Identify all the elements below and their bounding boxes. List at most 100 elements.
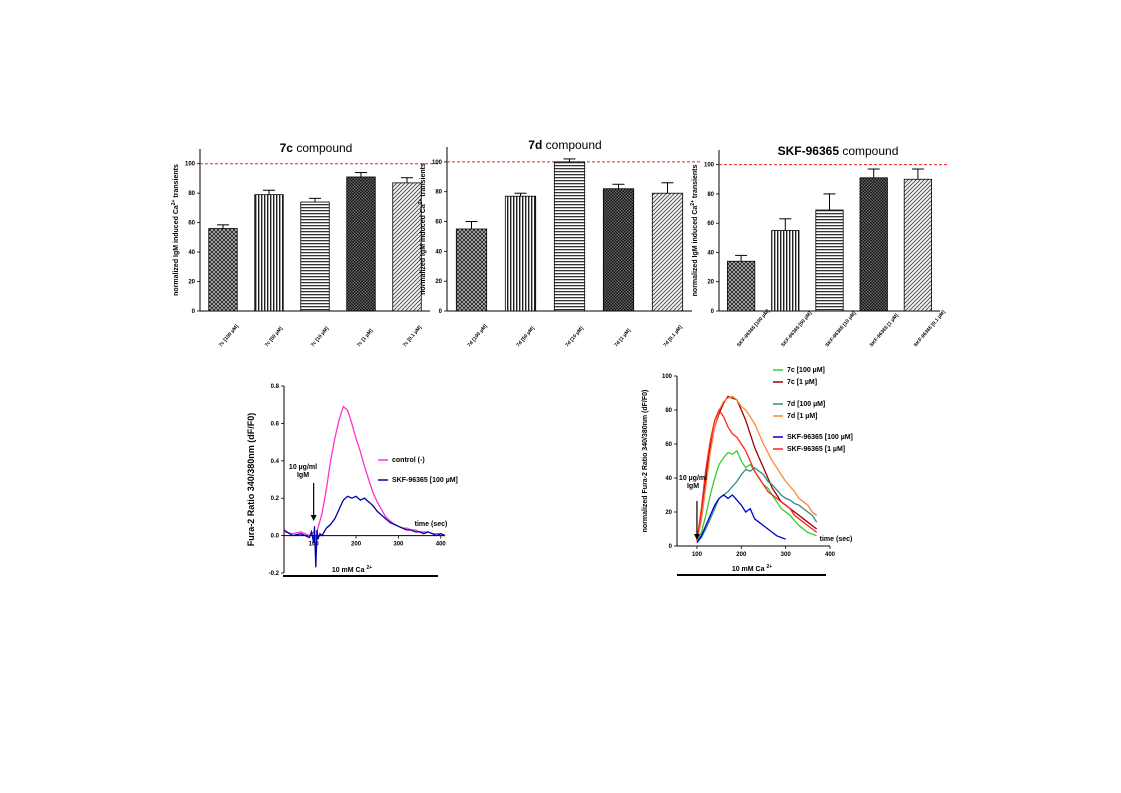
- chart-title: 7c compound: [280, 141, 353, 155]
- category-label: 7c [0.1 µM]: [402, 325, 423, 349]
- legend-label: SKF-96365 [100 µM]: [392, 477, 458, 484]
- x-axis-title: time (sec): [820, 536, 853, 543]
- chart-title: SKF-96365 compound: [778, 144, 899, 158]
- y-tick-label: 40: [665, 476, 672, 482]
- y-tick-label: 80: [435, 190, 442, 196]
- chart-title: 7d compound: [528, 138, 601, 152]
- bar: [392, 182, 422, 312]
- y-tick-label: 60: [435, 220, 442, 226]
- y-tick-label: 100: [704, 163, 715, 169]
- bar-chart-3: SKF-96365 compound 0 20 40 60 80 100 normalized…: [690, 144, 948, 348]
- treatment-label: 10 mM Ca 2+: [732, 564, 772, 573]
- y-tick-label: 100: [432, 160, 443, 166]
- line-chart-1: -0.2 0.0 0.2 0.4 0.6 0.8 100 200 300 400 Fura-2 Ra…: [246, 384, 458, 577]
- y-axis-title: normalized Fura-2 Ratio 340/380nm (dF/F0…: [642, 390, 649, 533]
- legend-label: 7d [100 µM]: [787, 401, 825, 408]
- x-tick-label: 400: [436, 542, 447, 548]
- legend-label: control (-): [392, 457, 425, 464]
- legend-label: 7d [1 µM]: [787, 413, 817, 420]
- bar: [651, 192, 684, 312]
- y-tick-label: 60: [665, 442, 672, 448]
- category-label: SKF-96365 [10 µM]: [824, 310, 857, 348]
- category-label: 7c [100 µM]: [218, 323, 240, 348]
- x-tick-label: 200: [736, 552, 747, 558]
- category-label: 7c [50 µM]: [264, 326, 284, 349]
- arrow-label-line1: 10 µg/ml: [679, 475, 707, 482]
- x-tick-label: 100: [692, 552, 703, 558]
- y-tick-label: 20: [435, 279, 442, 285]
- bar: [602, 188, 635, 312]
- bar: [903, 178, 933, 312]
- y-axis-title: normalized IgM induced Ca2+ transients: [418, 163, 427, 295]
- series-line: [283, 495, 446, 568]
- y-tick-label: 60: [707, 221, 714, 227]
- category-label: 7c [10 µM]: [310, 326, 330, 349]
- y-tick-label: 0: [669, 544, 673, 550]
- y-tick-label: 0.8: [271, 384, 280, 390]
- legend-label: 7c [1 µM]: [787, 379, 817, 386]
- treatment-label: 10 mM Ca 2+: [332, 565, 372, 574]
- category-label: 7d [100 µM]: [466, 323, 488, 348]
- category-label: SKF-96365 [50 µM]: [780, 310, 813, 348]
- y-axis-title: normalized IgM induced Ca2+ transients: [690, 165, 699, 297]
- y-tick-label: 80: [665, 408, 672, 414]
- y-tick-label: 0.4: [271, 459, 280, 465]
- category-label: SKF-96365 [0.1 µM]: [913, 309, 947, 348]
- x-tick-label: 200: [351, 542, 362, 548]
- y-tick-label: -0.2: [269, 571, 280, 577]
- bar: [815, 209, 844, 312]
- x-axis-title: time (sec): [415, 521, 448, 528]
- series-line: [696, 466, 818, 544]
- y-tick-label: 0.2: [271, 496, 280, 502]
- x-tick-label: 100: [309, 542, 320, 548]
- arrow-head-icon: [310, 515, 317, 521]
- arrow-head-icon: [693, 534, 700, 540]
- bar: [553, 161, 586, 312]
- bar: [455, 228, 488, 312]
- x-tick-label: 300: [393, 542, 404, 548]
- y-tick-label: 20: [188, 280, 195, 286]
- y-tick-label: 80: [188, 191, 195, 197]
- category-label: 7c [1 µM]: [356, 328, 375, 349]
- line-chart-2: 0 20 40 60 80 100 100 200 300 400 normalized Fura-…: [642, 367, 853, 576]
- y-axis-title: normalized IgM induced Ca2+ transients: [171, 164, 180, 296]
- y-tick-label: 40: [707, 250, 714, 256]
- bar: [726, 260, 756, 312]
- y-tick-label: 0.0: [271, 534, 280, 540]
- category-label: 7d [50 µM]: [515, 325, 536, 348]
- bar: [346, 176, 376, 312]
- bar: [504, 195, 537, 312]
- arrow-label-line2: IgM: [687, 483, 699, 490]
- x-tick-label: 400: [825, 552, 836, 558]
- category-label: 7d [10 µM]: [564, 325, 585, 348]
- arrow-label-line2: IgM: [297, 472, 309, 479]
- bar: [254, 194, 284, 312]
- legend-label: SKF-96365 [1 µM]: [787, 446, 845, 453]
- y-tick-label: 100: [662, 374, 673, 380]
- bar: [208, 228, 238, 312]
- y-tick-label: 20: [707, 280, 714, 286]
- y-tick-label: 100: [185, 162, 196, 168]
- category-label: SKF-96365 [100 µM]: [736, 308, 771, 348]
- x-tick-label: 300: [781, 552, 792, 558]
- legend-label: 7c [100 µM]: [787, 367, 825, 374]
- bar-chart-2: 7d compound 0 20 40 60 80 100 normalized IgM in…: [418, 138, 700, 348]
- series-line: [696, 408, 818, 541]
- legend-label: SKF-96365 [100 µM]: [787, 434, 853, 441]
- series-line: [696, 494, 786, 543]
- bar: [771, 230, 800, 312]
- y-tick-label: 0: [711, 309, 715, 315]
- category-label: 7d [0.1 µM]: [662, 324, 683, 348]
- y-tick-label: 20: [665, 510, 672, 516]
- series-line: [696, 395, 818, 542]
- bar-chart-1: 7c compound 0 20 40 60 80 100 normalized IgM in…: [171, 141, 438, 348]
- y-tick-label: 60: [188, 221, 195, 227]
- y-tick-label: 0.6: [271, 421, 280, 427]
- y-tick-label: 0: [192, 309, 196, 315]
- category-label: SKF-96365 [1 µM]: [869, 312, 900, 348]
- bar: [300, 201, 330, 312]
- y-tick-label: 40: [435, 249, 442, 255]
- category-label: 7d [1 µM]: [613, 327, 632, 348]
- y-tick-label: 40: [188, 250, 195, 256]
